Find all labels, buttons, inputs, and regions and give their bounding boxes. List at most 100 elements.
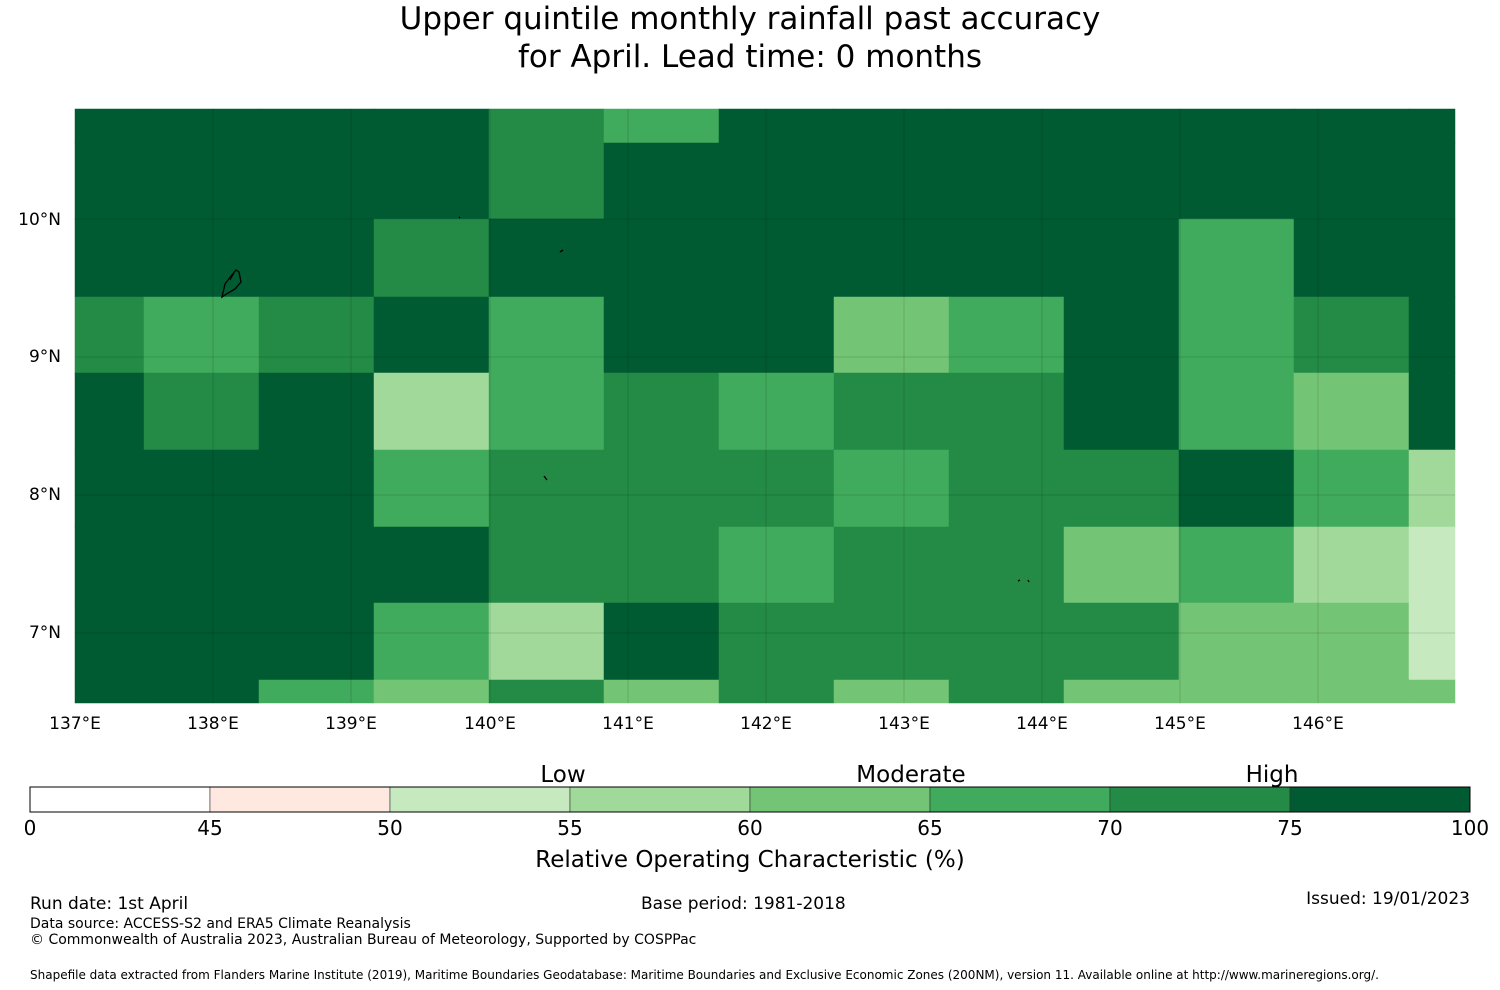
- grid-cell: [1293, 142, 1410, 220]
- grid-cell: [948, 449, 1065, 528]
- grid-cell: [1063, 526, 1180, 604]
- colorbar-tick-label: 65: [917, 816, 942, 840]
- island-outline: [458, 216, 461, 219]
- colorbar-tick-label: 100: [1451, 816, 1489, 840]
- grid-cell: [948, 602, 1065, 681]
- grid-cell: [718, 679, 835, 704]
- grid-cell: [373, 679, 490, 704]
- grid-cell: [833, 372, 950, 451]
- colorbar-category-low: Low: [540, 762, 585, 788]
- grid-cell: [258, 142, 375, 220]
- grid-cell: [258, 526, 375, 604]
- grid-cell: [1063, 679, 1180, 704]
- grid-cell: [718, 602, 835, 681]
- grid-cell: [1293, 218, 1410, 298]
- island-outline: [1017, 579, 1021, 582]
- issued-date: Issued: 19/01/2023: [1306, 889, 1470, 909]
- grid-cell: [603, 372, 720, 451]
- grid-cell: [488, 296, 605, 374]
- grid-cell: [488, 449, 605, 528]
- lon-tick-label: 140°E: [464, 714, 516, 734]
- grid-cell: [948, 372, 1065, 451]
- grid-cell: [833, 108, 950, 144]
- map-title-line1: Upper quintile monthly rainfall past acc…: [399, 1, 1101, 37]
- grid-cell: [718, 526, 835, 604]
- grid-cell: [258, 108, 375, 144]
- grid-cell: [1178, 526, 1295, 604]
- grid-cell: [718, 449, 835, 528]
- grid-cell: [948, 218, 1065, 298]
- island-outline: [229, 272, 235, 281]
- grid-cell: [143, 296, 260, 374]
- grid-cell: [833, 218, 950, 298]
- lon-tick-label: 138°E: [187, 714, 239, 734]
- grid-cell: [1178, 296, 1295, 374]
- grid-cell: [718, 372, 835, 451]
- colorbar-frame: [29, 786, 1471, 813]
- grid-cell: [603, 108, 720, 144]
- grid-cell: [1408, 296, 1456, 374]
- colorbar-swatch: [929, 786, 1111, 813]
- grid-cell: [74, 218, 145, 298]
- grid-cell: [1063, 108, 1180, 144]
- grid-cell: [1293, 372, 1410, 451]
- grid-cell: [603, 218, 720, 298]
- grid-cell: [488, 526, 605, 604]
- grid-cell: [603, 526, 720, 604]
- grid-cell: [1408, 449, 1456, 528]
- grid-cell: [74, 526, 145, 604]
- grid-cell: [488, 142, 605, 220]
- grid-cell: [74, 372, 145, 451]
- grid-cell: [258, 218, 375, 298]
- grid-cell: [1293, 602, 1410, 681]
- colorbar-swatches: [29, 786, 1471, 813]
- grid-cell: [74, 142, 145, 220]
- grid-cell: [488, 679, 605, 704]
- lon-tick-label: 141°E: [602, 714, 654, 734]
- grid-cell: [1408, 142, 1456, 220]
- colorbar-swatch: [569, 786, 751, 813]
- colorbar-swatch: [749, 786, 931, 813]
- island-outlines: [220, 216, 1030, 583]
- base-period: Base period: 1981-2018: [641, 894, 846, 914]
- island-outline: [559, 249, 564, 253]
- colorbar-category-high: High: [1246, 762, 1299, 788]
- lon-tick-label: 139°E: [325, 714, 377, 734]
- grid-cell: [603, 449, 720, 528]
- lat-tick-label: 8°N: [29, 485, 61, 505]
- lon-tick-label: 142°E: [740, 714, 792, 734]
- colorbar: 0 45 50 55 60 65 70 75 100 Low Moderate …: [24, 762, 1489, 873]
- map-axis-labels: 10°N 9°N 8°N 7°N 137°E 138°E 139°E 140°E…: [18, 210, 1344, 734]
- colorbar-tick-label: 60: [737, 816, 762, 840]
- grid-cell: [833, 679, 950, 704]
- colorbar-swatch: [209, 786, 391, 813]
- grid-cell: [833, 142, 950, 220]
- grid-cell: [373, 526, 490, 604]
- map-gridlines: [75, 109, 1455, 703]
- grid-cell: [258, 449, 375, 528]
- colorbar-category-moderate: Moderate: [856, 762, 965, 788]
- run-date: Run date: 1st April: [30, 894, 189, 914]
- grid-cell: [143, 218, 260, 298]
- colorbar-tick-label: 0: [24, 816, 37, 840]
- lat-tick-label: 9°N: [29, 347, 61, 367]
- grid-cell: [373, 296, 490, 374]
- colorbar-swatch: [1289, 786, 1471, 813]
- colorbar-tick-label: 45: [197, 816, 222, 840]
- grid-cell: [1178, 372, 1295, 451]
- grid-cell: [373, 218, 490, 298]
- grid-cell: [143, 449, 260, 528]
- grid-cell: [1063, 449, 1180, 528]
- grid-cell: [1063, 218, 1180, 298]
- grid-cell: [143, 108, 260, 144]
- grid-cell: [74, 296, 145, 374]
- grid-cell: [1408, 679, 1456, 704]
- grid-cell: [833, 449, 950, 528]
- grid-cell: [1063, 372, 1180, 451]
- grid-cell: [948, 108, 1065, 144]
- island-outline: [220, 269, 242, 299]
- grid-cell: [1178, 108, 1295, 144]
- grid-cell: [833, 526, 950, 604]
- grid-cell: [373, 602, 490, 681]
- grid-cell: [1178, 449, 1295, 528]
